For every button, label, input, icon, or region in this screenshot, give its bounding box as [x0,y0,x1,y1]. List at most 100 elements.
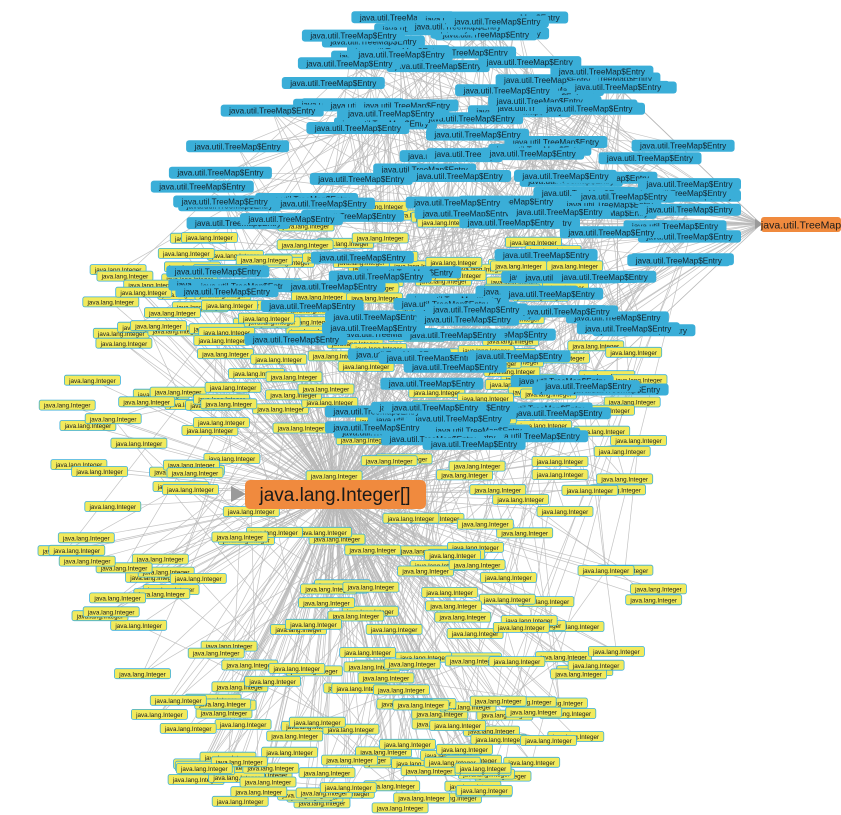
integer-node[interactable]: java.lang.Integer [96,270,154,282]
integer-node[interactable]: java.lang.Integer [82,606,140,618]
integer-node[interactable]: java.lang.Integer [531,456,589,467]
treemap-entry-node[interactable]: java.util.TreeMap$Entry [401,328,505,341]
integer-node[interactable]: java.lang.Integer [429,720,487,731]
integer-node[interactable]: java.lang.Integer [250,353,308,365]
treemap-entry-node[interactable]: java.util.TreeMap$Entry [576,322,680,335]
integer-node[interactable]: java.lang.Integer [448,460,506,472]
integer-node[interactable]: java.lang.Integer [321,754,379,766]
integer-node[interactable]: java.lang.Integer [610,435,667,446]
integer-node[interactable]: java.lang.Integer [115,286,173,298]
integer-node[interactable]: java.lang.Integer [237,312,295,324]
integer-node[interactable]: java.lang.Integer [193,334,251,346]
integer-node[interactable]: java.lang.Integer [298,597,355,609]
treemap-entry-node[interactable]: java.util.TreeMap$Entry [244,333,348,346]
integer-node[interactable]: java.lang.Integer [110,437,168,449]
treemap-entry-node[interactable]: java.util.TreeMap$Entry [631,139,735,152]
integer-node[interactable]: java.lang.Integer [351,232,409,244]
integer-node[interactable]: java.lang.Integer [197,348,254,360]
integer-node[interactable]: java.lang.Integer [470,733,528,745]
integer-node[interactable]: java.lang.Integer [48,544,106,556]
integer-node[interactable]: java.lang.Integer [161,484,219,495]
integer-node[interactable]: java.lang.Integer [169,573,227,584]
integer-node[interactable]: java.lang.Integer [425,600,483,612]
integer-node[interactable]: java.lang.Integer [371,802,429,814]
treemap-entry-node[interactable]: java.util.TreeMap$Entry [260,300,364,312]
integer-node[interactable]: java.lang.Integer [305,470,363,482]
integer-node[interactable]: java.lang.Integer [630,583,687,595]
integer-node[interactable]: java.lang.Integer [455,785,513,796]
integer-node[interactable]: java.lang.Integer [268,663,326,674]
treemap-entry-node[interactable]: java.util.TreeMap$Entry [324,421,428,434]
integer-node[interactable]: java.lang.Integer [298,767,356,779]
treemap-entry-node[interactable]: java.util.TreeMap$Entry [507,407,611,420]
integer-node[interactable]: java.lang.Integer [244,675,302,687]
integer-node[interactable]: java.lang.Integer [425,256,483,268]
treemap-entry-node[interactable]: java.util.TreeMap$Entry [408,170,512,182]
treemap-entry-node[interactable]: java.util.TreeMap$Entry [559,226,663,239]
integer-node[interactable]: java.lang.Integer [550,668,607,680]
integer-node[interactable]: java.lang.Integer [357,672,415,684]
integer-node[interactable]: java.lang.Integer [82,296,140,308]
treemap-entry-node[interactable]: java.util.TreeMap$Entry [550,65,654,78]
treemap-entry-node[interactable]: java.util.TreeMap$Entry [380,377,484,390]
integer-node[interactable]: java.lang.Integer [276,239,334,251]
integer-node[interactable]: java.lang.Integer [211,795,269,807]
integer-node[interactable]: java.lang.Integer [159,723,217,734]
integer-node[interactable]: java.lang.Integer [505,706,563,718]
treemap-entry-node[interactable]: java.util.TreeMap$Entry [598,152,702,165]
treemap-entry-node[interactable]: java.util.TreeMap$Entry [478,56,582,69]
treemap-entry-node[interactable]: java.util.TreeMap$Entry [339,107,443,120]
integer-node[interactable]: java.lang.Integer [95,337,153,349]
integer-node[interactable]: java.lang.Integer [424,549,482,561]
treemap-entry-node[interactable]: java.util.TreeMap$Entry [638,230,741,243]
treemap-entry-node[interactable]: java.util.TreeMap$Entry [350,48,453,61]
treemap-entry-node[interactable]: java.util.TreeMap$Entry [537,102,641,115]
integer-node[interactable]: java.lang.Integer [149,386,207,398]
integer-node[interactable]: java.lang.Integer [230,786,288,798]
integer-node[interactable]: java.lang.Integer [84,501,142,512]
integer-node[interactable]: java.lang.Integer [319,782,377,793]
integer-node[interactable]: java.lang.Integer [118,396,176,408]
integer-node[interactable]: java.lang.Integer [360,455,418,467]
treemap-entry-node[interactable]: java.util.TreeMap$Entry [536,380,640,393]
treemap-entry-node[interactable]: java.util.TreeMap$Entry [572,190,676,203]
integer-node[interactable]: java.lang.Integer [214,719,272,730]
treemap-entry-node[interactable]: java.util.TreeMap$Entry [301,29,405,42]
integer-node[interactable]: java.lang.Integer [490,260,548,272]
integer-node[interactable]: java.lang.Integer [596,473,654,485]
integer-node[interactable]: java.lang.Integer [520,735,577,746]
integer-node[interactable]: java.lang.Integer [180,232,238,243]
integer-node[interactable]: java.lang.Integer [339,647,397,658]
integer-node[interactable]: java.lang.Integer [204,381,262,393]
integer-node[interactable]: java.lang.Integer [372,684,430,696]
treemap-entry-node[interactable]: java.util.TreeMap$Entry [282,280,386,293]
treemap-entry-node[interactable]: java.util.TreeMap$Entry [220,104,324,117]
integer-node[interactable]: java.lang.Integer [131,553,189,565]
treemap-entry-node[interactable]: java.util.TreeMap$Entry [325,311,428,323]
integer-node[interactable]: java.lang.Integer [469,695,527,707]
treemap-entry-node[interactable]: java.util.TreeMap$Entry [186,140,290,153]
integer-node[interactable]: java.lang.Integer [89,592,146,604]
integer-node[interactable]: java.lang.Integer [434,611,492,623]
integer-node[interactable]: java.lang.Integer [266,730,324,742]
treemap-entry-node[interactable]: java.util.TreeMap$Entry [310,251,414,264]
treemap-root-node[interactable]: java.util.TreeMap [755,217,841,232]
integer-node[interactable]: java.lang.Integer [446,628,504,639]
treemap-entry-node[interactable]: java.util.TreeMap$Entry [150,180,254,193]
integer-node[interactable]: java.lang.Integer [57,532,115,544]
treemap-entry-node[interactable]: java.util.TreeMap$Entry [455,84,559,97]
integer-node[interactable]: java.lang.Integer [492,622,550,633]
treemap-entry-node[interactable]: java.util.TreeMap$Entry [322,322,425,335]
treemap-entry-node[interactable]: java.util.TreeMap$Entry [405,196,509,209]
integer-node[interactable]: java.lang.Integer [577,565,635,576]
treemap-entry-node[interactable]: java.util.TreeMap$Entry [281,77,385,89]
treemap-entry-node[interactable]: java.util.TreeMap$Entry [386,60,490,73]
integer-node[interactable]: java.lang.Integer [546,260,604,272]
integer-node[interactable]: java.lang.Integer [272,422,330,434]
treemap-entry-node[interactable]: java.util.TreeMap$Entry [416,313,520,326]
integer-array-hub-node[interactable]: java.lang.Integer[] [231,480,426,509]
treemap-entry-node[interactable]: java.util.TreeMap$Entry [166,265,270,278]
treemap-entry-node[interactable]: java.util.TreeMap$Entry [414,207,518,220]
integer-node[interactable]: java.lang.Integer [456,518,514,530]
treemap-entry-node[interactable]: java.util.TreeMap$Entry [168,166,272,179]
